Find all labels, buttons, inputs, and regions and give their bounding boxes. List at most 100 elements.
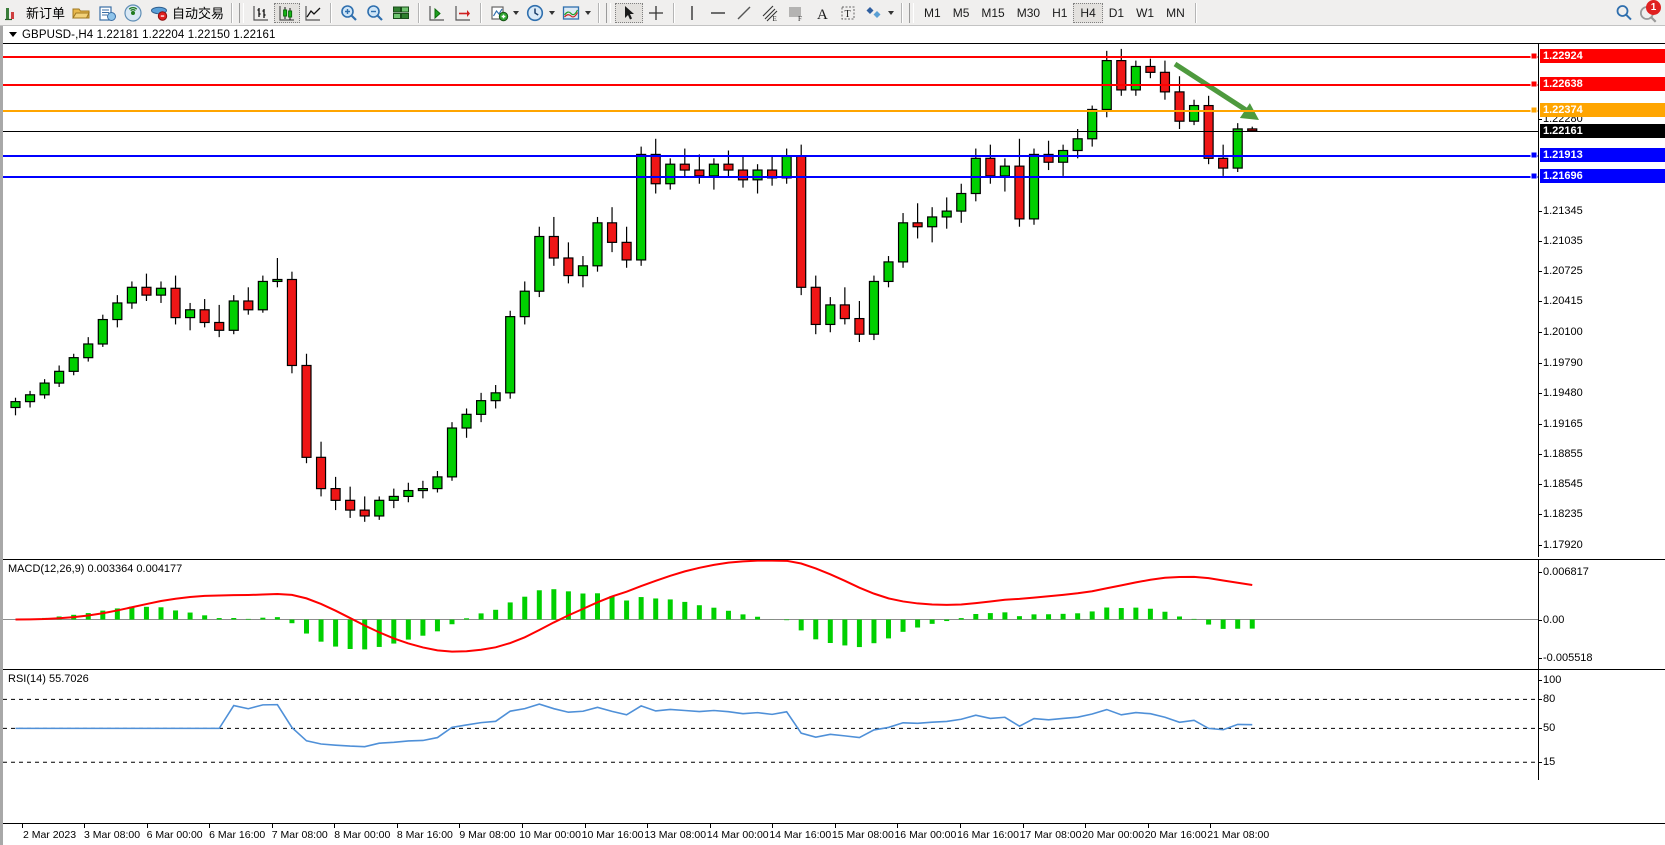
auto-scroll-button[interactable]: [424, 1, 450, 25]
price-level-line-support[interactable]: [3, 155, 1538, 158]
timeframe-button-m5[interactable]: M5: [947, 3, 976, 23]
price-axis-tick: 1.21345: [1538, 204, 1583, 217]
time-axis-label: 3 Mar 08:00: [84, 829, 141, 841]
time-axis-tick: [459, 824, 461, 828]
candlestick-chart-button[interactable]: [274, 2, 301, 23]
timeframe-button-m1[interactable]: M1: [918, 3, 947, 23]
vertical-line-button[interactable]: [679, 1, 705, 25]
price-level-tag-resistance: 1.22924: [1540, 49, 1665, 64]
folder-button[interactable]: [68, 1, 94, 25]
price-level-handle[interactable]: [1530, 172, 1538, 180]
chevron-down-icon[interactable]: [888, 10, 895, 15]
new-order-label: 新订单: [26, 6, 66, 21]
search-button[interactable]: [1611, 1, 1637, 25]
auto-scroll-icon: [429, 5, 445, 21]
add-indicator-icon: [491, 5, 509, 21]
price-plot-area[interactable]: [3, 44, 1538, 557]
price-axis[interactable]: 1.22280 1.21345 1.21035 1.20725 1.20415 1.201…: [1538, 44, 1665, 557]
toolbar-grip[interactable]: [239, 2, 245, 23]
time-axis-tick: [84, 824, 86, 828]
cursor-button[interactable]: [615, 2, 644, 23]
shapes-button[interactable]: [861, 1, 897, 25]
price-level-tag-support: 1.21913: [1540, 148, 1665, 163]
alert-count: 1: [1646, 0, 1661, 15]
timeframe-button-h4[interactable]: H4: [1073, 2, 1103, 23]
timeframe-button-m15[interactable]: M15: [975, 3, 1010, 23]
chevron-down-icon[interactable]: [585, 10, 592, 15]
price-panel[interactable]: 1.22280 1.21345 1.21035 1.20725 1.20415 1.201…: [3, 44, 1665, 557]
new-order-button[interactable]: 新订单: [0, 1, 68, 25]
horizontal-line-button[interactable]: [705, 1, 731, 25]
time-axis-tick: [959, 824, 961, 828]
timeframe-button-h1[interactable]: H1: [1046, 3, 1073, 23]
line-chart-button[interactable]: [300, 1, 326, 25]
timeframe-button-mn[interactable]: MN: [1160, 3, 1191, 23]
text-box-button[interactable]: T: [835, 1, 861, 25]
macd-axis-tick: 0.00: [1537, 613, 1565, 626]
timeframe-label: M5: [952, 5, 970, 20]
zoom-in-button[interactable]: [336, 1, 362, 25]
bar-chart-button[interactable]: [248, 1, 274, 25]
time-axis-label: 20 Mar 00:00: [1082, 829, 1145, 841]
rsi-axis: 100 80 50 15: [1537, 670, 1665, 780]
period-button[interactable]: [522, 1, 558, 25]
tile-windows-button[interactable]: [388, 1, 414, 25]
toolbar-grip-3[interactable]: [909, 2, 915, 23]
expert-advisor-icon: [151, 6, 168, 21]
timeframe-button-d1[interactable]: D1: [1103, 3, 1130, 23]
time-axis-tick: [1022, 824, 1024, 828]
shapes-icon: [866, 6, 881, 18]
trendline-button[interactable]: [731, 1, 757, 25]
price-level-handle[interactable]: [1530, 52, 1538, 60]
price-level-handle[interactable]: [1530, 106, 1538, 114]
auto-trading-label: 自动交易: [172, 6, 225, 21]
price-level-line-current[interactable]: [3, 130, 1538, 132]
toolbar-grip-2[interactable]: [606, 2, 612, 23]
candlestick-chart-icon: [279, 5, 295, 21]
macd-plot-area[interactable]: [3, 560, 1538, 669]
terminal-button[interactable]: [94, 1, 120, 25]
price-level-line-support[interactable]: [3, 176, 1538, 179]
text-label-button[interactable]: A: [809, 1, 835, 25]
cursor-icon: [625, 5, 635, 19]
macd-panel[interactable]: MACD(12,26,9) 0.003364 0.004177 0.006817…: [3, 559, 1665, 669]
expert-advisor-button[interactable]: 自动交易: [146, 1, 227, 25]
chevron-down-icon[interactable]: [513, 10, 520, 15]
chart-titlebar: GBPUSD-,H4 1.22181 1.22204 1.22150 1.221…: [3, 26, 1665, 44]
rsi-plot-area[interactable]: [3, 670, 1538, 780]
templates-button[interactable]: [558, 1, 594, 25]
bar-chart-icon: [253, 5, 269, 21]
chart-shift-button[interactable]: [450, 1, 476, 25]
crosshair-button[interactable]: [643, 1, 669, 25]
zoom-out-button[interactable]: [362, 1, 388, 25]
signal-button[interactable]: [120, 1, 146, 25]
timeframe-button-m30[interactable]: M30: [1011, 3, 1046, 23]
equidistant-channel-button[interactable]: E: [757, 1, 783, 25]
price-level-line-resistance[interactable]: [3, 56, 1538, 59]
time-axis-label: 15 Mar 08:00: [831, 829, 894, 841]
rsi-axis-tick: 15: [1537, 756, 1556, 769]
price-level-line-pivot[interactable]: [3, 110, 1538, 113]
time-axis-label: 10 Mar 16:00: [581, 829, 644, 841]
time-axis-tick: [21, 824, 23, 828]
price-axis-tick: 1.19165: [1538, 417, 1583, 430]
time-axis-tick: [647, 824, 649, 828]
toolbar-separator-3: [418, 2, 421, 23]
add-indicator-button[interactable]: [486, 1, 522, 25]
price-level-line-resistance[interactable]: [3, 84, 1538, 87]
crosshair-icon: [649, 5, 664, 20]
new-order-icon: [5, 7, 14, 20]
price-axis-tick: 1.17920: [1538, 539, 1583, 552]
rsi-panel[interactable]: RSI(14) 55.7026 100 80 50 15: [3, 669, 1665, 780]
time-axis-tick: [209, 824, 211, 828]
collapse-triangle-icon[interactable]: [9, 32, 17, 37]
alerts-button[interactable]: 1: [1637, 0, 1661, 24]
price-level-handle[interactable]: [1530, 151, 1538, 159]
price-level-handle[interactable]: [1530, 80, 1538, 88]
price-axis-tick: 1.18235: [1538, 508, 1583, 521]
time-axis[interactable]: 2 Mar 2023 3 Mar 08:00 6 Mar 00:00 6 Mar 16…: [3, 823, 1665, 845]
zoom-out-icon: [367, 4, 383, 21]
chevron-down-icon[interactable]: [549, 10, 556, 15]
fibonacci-button[interactable]: F: [783, 1, 809, 25]
timeframe-button-w1[interactable]: W1: [1130, 3, 1160, 23]
